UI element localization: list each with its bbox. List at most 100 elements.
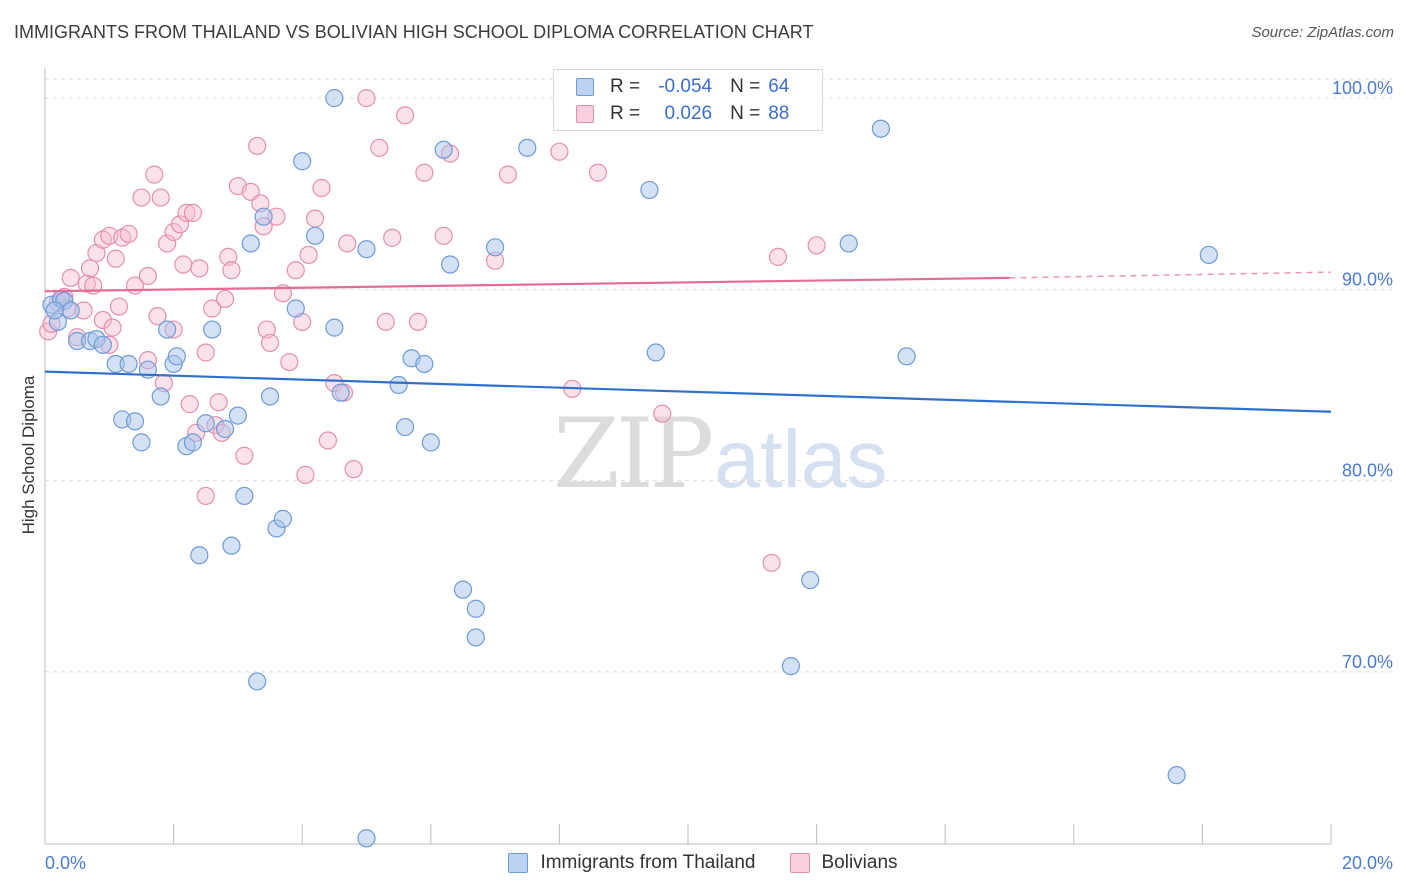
bolivians-point (209, 393, 228, 412)
legend-item-bolivians[interactable]: Bolivians (789, 852, 898, 874)
bolivians-points (39, 89, 826, 572)
bottom-legend: Immigrants from Thailand Bolivians (0, 852, 1406, 874)
bolivians-trend-line (44, 276, 1010, 293)
bolivians-point (61, 268, 80, 287)
thailand-point (1167, 766, 1186, 785)
y-tick-label: 90.0% (1342, 269, 1393, 289)
bolivians-point (395, 106, 415, 125)
thailand-point (222, 536, 241, 555)
thailand-point (183, 433, 202, 452)
thailand-point (395, 417, 415, 437)
chart-title: IMMIGRANTS FROM THAILAND VS BOLIVIAN HIG… (14, 22, 814, 42)
thailand-point (434, 140, 453, 159)
bolivians-point (370, 138, 389, 157)
legend-label-thailand: Immigrants from Thailand (540, 852, 756, 873)
watermark: ZIPatlas (553, 398, 887, 510)
thailand-point (801, 570, 820, 590)
thailand-point (215, 419, 235, 439)
grid-layer (45, 78, 1392, 673)
bolivians-point (768, 247, 788, 266)
stats-legend: R = -0.054 N = 64 R = 0.026 N = 88 (553, 69, 823, 131)
bolivians-point (145, 165, 164, 184)
legend-n-value: 88 (768, 103, 790, 124)
thailand-swatch (576, 78, 594, 96)
thailand-point (781, 657, 800, 676)
thailand-point (45, 301, 64, 320)
bolivians-point (109, 297, 129, 316)
bolivians-point (177, 203, 196, 222)
thailand-point (293, 152, 312, 171)
x-tick-label: 20.0% (1342, 853, 1393, 873)
bolivians-point (257, 320, 276, 339)
thailand-point (260, 387, 280, 406)
bolivians-point (312, 178, 331, 198)
bolivians-point (203, 299, 222, 318)
legend-item-thailand[interactable]: Immigrants from Thailand (508, 852, 756, 874)
thailand-point (897, 347, 916, 366)
thailand-point (325, 89, 344, 108)
bolivians-point (305, 209, 325, 228)
legend-n-label: N = (730, 103, 761, 124)
watermark-zip: ZIP (553, 398, 714, 510)
thailand-point (248, 672, 267, 691)
bolivians-point (299, 245, 318, 265)
bolivians-point (138, 266, 157, 286)
trend-lines (44, 271, 1332, 413)
thailand-point (158, 320, 177, 339)
thailand-point (839, 234, 858, 253)
bolivians-point (286, 261, 305, 280)
bolivians-point (357, 89, 376, 108)
thailand-legend-swatch (508, 853, 529, 873)
thailand-points (42, 89, 1218, 848)
thailand-point (61, 301, 80, 320)
bolivians-point (280, 352, 299, 372)
bolivians-point (106, 249, 125, 268)
y-tick-label: 70.0% (1342, 652, 1393, 672)
bolivians-point (151, 188, 170, 207)
thailand-point (254, 207, 273, 226)
thailand-point (241, 234, 260, 253)
thailand-point (93, 335, 112, 354)
bolivians-point (215, 289, 235, 309)
legend-row-thailand: R = -0.054 N = 64 (576, 75, 789, 99)
legend-n-label: N = (730, 76, 761, 97)
bolivians-point (93, 310, 112, 330)
thailand-point (357, 829, 376, 848)
thailand-point (486, 238, 505, 257)
thailand-point (125, 412, 145, 431)
bolivians-point (383, 228, 402, 247)
bolivians-point (588, 163, 608, 182)
thailand-point (119, 354, 138, 374)
bolivians-point (338, 234, 357, 253)
bolivians-point (180, 395, 199, 414)
thailand-point (466, 628, 485, 647)
legend-n-value: 64 (768, 76, 790, 97)
thailand-point (440, 255, 460, 274)
thailand-point (286, 299, 305, 318)
axes-layer (44, 68, 1332, 845)
thailand-point (325, 318, 344, 337)
bolivians-point (196, 343, 215, 362)
thailand-point (132, 433, 151, 452)
thailand-point (466, 599, 485, 618)
thailand-point (331, 383, 350, 402)
bolivians-point (170, 215, 190, 234)
bolivians-point (77, 274, 96, 293)
bolivians-point (376, 312, 395, 331)
bolivians-point (807, 236, 826, 255)
x-tick-label: 0.0% (45, 853, 86, 873)
bolivians-swatch (576, 105, 594, 123)
bolivians-point (190, 259, 209, 278)
bolivians-point (498, 165, 518, 184)
thailand-point (640, 180, 659, 200)
thailand-point (871, 119, 891, 138)
bolivians-point (103, 318, 122, 337)
thailand-point (305, 226, 325, 245)
bolivians-point (80, 259, 100, 278)
legend-row-bolivians: R = 0.026 N = 88 (576, 102, 789, 126)
bolivians-point (318, 431, 338, 450)
thailand-point (646, 343, 665, 362)
thailand-point (415, 354, 434, 374)
thailand-point (167, 347, 186, 366)
